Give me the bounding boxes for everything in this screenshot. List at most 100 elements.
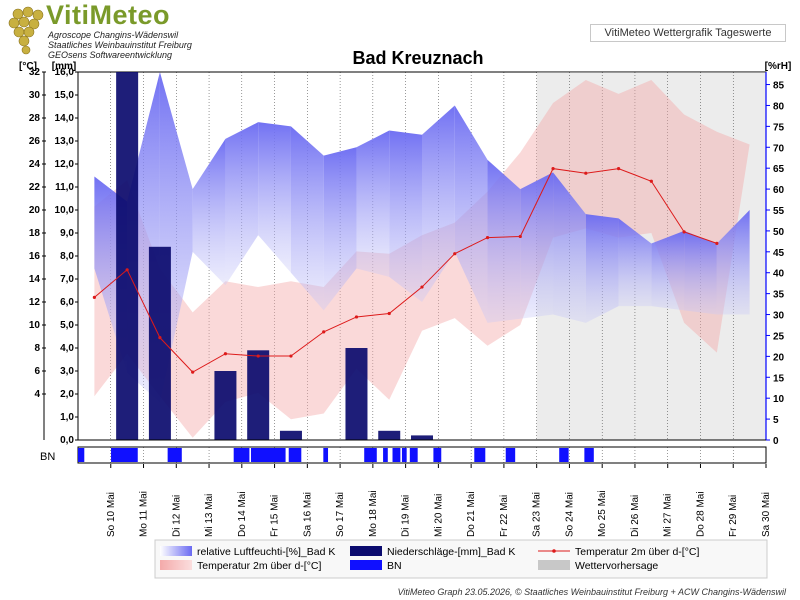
precip-tick-label: 16,0 [55, 67, 75, 78]
precip-bar [148, 246, 171, 440]
y-axis-precip-label: [mm] [52, 61, 76, 72]
temp-mean-point [256, 354, 260, 358]
temp-mean-point [387, 311, 391, 316]
precip-tick-label: 6,0 [60, 297, 74, 308]
legend-swatch [350, 546, 382, 556]
rh-tick-label: 45 [773, 248, 785, 259]
precip-tick-label: 5,0 [60, 320, 74, 331]
legend-label: Temperatur 2m über d-[°C] [575, 546, 699, 558]
precip-bar [411, 435, 433, 440]
legend-label: BN [387, 560, 402, 572]
rh-band-segment [651, 230, 685, 311]
precip-tick-label: 7,0 [60, 274, 74, 285]
x-tick-label: Di 12 Mai [171, 495, 182, 537]
precip-bar [214, 371, 237, 440]
temp-mean-point [715, 241, 719, 245]
temp-mean-point [518, 234, 522, 239]
logo-subline-2: Staatliches Weinbauinstitut Freiburg [48, 40, 192, 50]
chart-title: Bad Kreuznach [352, 48, 483, 68]
precip-series [116, 72, 433, 440]
temp-mean-point [485, 236, 490, 240]
bn-block [383, 448, 388, 462]
temp-mean-point [354, 315, 359, 319]
precip-tick-label: 9,0 [60, 228, 74, 239]
temp-mean-point [191, 370, 195, 374]
temp-tick-label: 18 [29, 228, 41, 239]
bn-block [505, 448, 516, 462]
temp-mean-point [420, 285, 424, 289]
temp-tick-label: 10 [29, 320, 41, 331]
legend-swatch-marker [552, 549, 556, 553]
rh-band-segment [553, 172, 586, 323]
x-tick-label: Fr 22 Mai [499, 495, 510, 537]
temp-mean-point [616, 167, 621, 171]
x-tick-label: Di 19 Mai [401, 495, 412, 537]
precip-bar [345, 348, 368, 440]
temp-tick-label: 16 [29, 251, 41, 262]
x-tick-label: Mi 13 Mai [204, 494, 215, 537]
bn-block [323, 448, 329, 462]
x-tick-label: Do 28 Mai [695, 491, 706, 537]
rh-tick-label: 15 [773, 373, 785, 384]
bn-block [288, 448, 302, 462]
legend-swatch [538, 560, 570, 570]
temp-tick-label: 8 [34, 343, 40, 354]
legend-label: Wettervorhersage [575, 560, 658, 572]
legend-item-temp-band: Temperatur 2m über d-[°C] [160, 560, 321, 572]
temp-tick-label: 20 [29, 205, 41, 216]
logo-subline-3: GEOsens Softwareentwicklung [48, 50, 173, 60]
y-axis-rh-label: [%rH] [765, 61, 792, 72]
legend-swatch [160, 560, 192, 570]
bn-row-label: BN [40, 451, 55, 463]
rh-tick-label: 55 [773, 206, 785, 217]
rh-band-segment [422, 105, 455, 302]
temp-tick-label: 28 [29, 113, 41, 124]
temp-tick-label: 22 [29, 182, 41, 193]
rh-band-segment [454, 105, 488, 323]
temp-mean-point [289, 354, 293, 358]
temp-mean-point [322, 330, 326, 334]
x-tick-label: Mo 11 Mai [139, 491, 150, 537]
x-tick-label: Mo 25 Mai [597, 490, 608, 537]
rh-tick-label: 5 [773, 415, 779, 426]
temp-mean-point [649, 179, 653, 183]
rh-band-segment [487, 159, 521, 323]
precip-tick-label: 10,0 [55, 205, 75, 216]
bn-block [233, 448, 250, 462]
x-tick-label: Mo 18 Mai [368, 490, 379, 537]
rh-band-segment [323, 147, 357, 311]
temp-tick-label: 14 [29, 274, 41, 285]
bn-block [474, 448, 486, 462]
x-tick-label: Mi 27 Mai [663, 494, 674, 537]
rh-band-segment [389, 130, 422, 302]
precip-bar [378, 430, 401, 440]
precip-tick-label: 11,0 [55, 182, 74, 193]
precip-tick-label: 13,0 [55, 136, 75, 147]
precip-tick-label: 4,0 [60, 343, 74, 354]
temp-mean-point [223, 352, 228, 356]
x-tick-label: Mi 20 Mai [433, 494, 444, 537]
x-tick-label: Do 14 Mai [237, 491, 248, 537]
rh-tick-label: 80 [773, 101, 785, 112]
rh-tick-label: 85 [773, 81, 785, 92]
precip-tick-label: 12,0 [55, 159, 75, 170]
rh-tick-label: 10 [773, 394, 785, 405]
precip-tick-label: 8,0 [60, 251, 74, 262]
rh-tick-label: 65 [773, 164, 785, 175]
legend-item-rh: relative Luftfeuchti-[%]_Bad K [160, 546, 335, 558]
legend-label: Temperatur 2m über d-[°C] [197, 560, 321, 572]
temp-mean-point [158, 336, 162, 340]
y-axis-temp-label: [°C] [19, 61, 37, 72]
graphic-subtitle: VitiMeteo Wettergrafik Tageswerte [590, 24, 786, 42]
legend-item-forecast: Wettervorhersage [538, 560, 658, 572]
temp-tick-label: 26 [29, 136, 41, 147]
rh-band-segment [684, 230, 717, 315]
precip-tick-label: 15,0 [55, 90, 75, 101]
x-tick-label: Fr 15 Mai [270, 495, 281, 537]
logo-title: VitiMeteo [46, 0, 171, 30]
rh-tick-label: 70 [773, 143, 785, 154]
rh-band-segment [356, 130, 390, 277]
x-tick-label: So 24 Mai [564, 492, 575, 537]
precip-bar [116, 72, 139, 440]
